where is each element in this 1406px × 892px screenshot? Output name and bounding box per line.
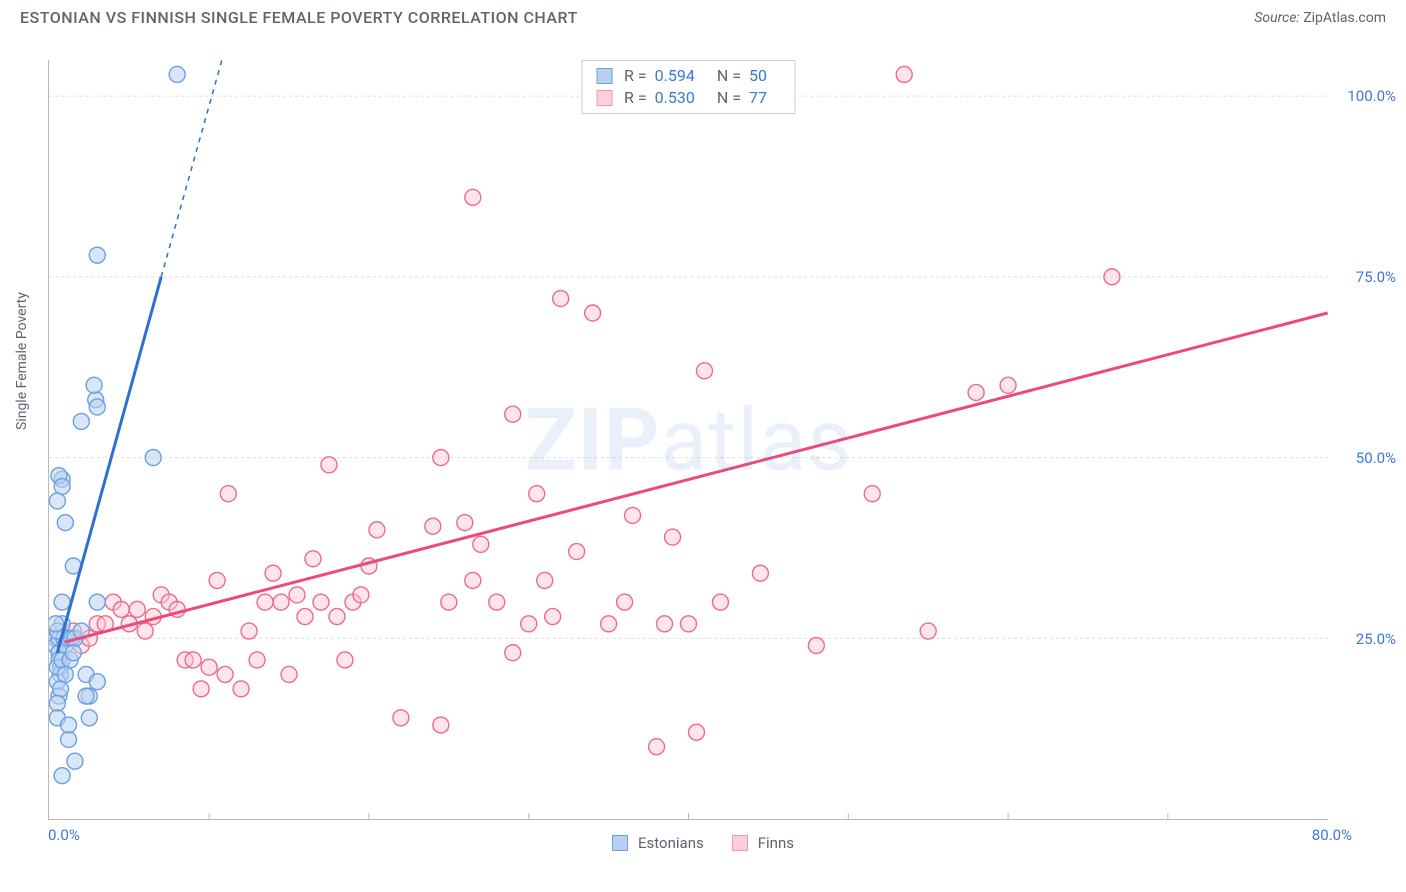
chart-container: ESTONIAN VS FINNISH SINGLE FEMALE POVERT… [0, 0, 1406, 892]
legend-r-label: R = [624, 87, 647, 109]
chart-title: ESTONIAN VS FINNISH SINGLE FEMALE POVERT… [20, 8, 578, 27]
header: ESTONIAN VS FINNISH SINGLE FEMALE POVERT… [0, 0, 1406, 31]
y-tick-label: 25.0% [1356, 630, 1396, 648]
legend-swatch [732, 835, 748, 851]
legend-row: R = 0.530 N = 77 [596, 87, 781, 109]
legend-item: Finns [732, 834, 794, 852]
scatter-svg [49, 60, 1328, 819]
legend-item-label: Estonians [638, 834, 704, 852]
y-tick-label: 75.0% [1356, 268, 1396, 286]
legend-r-label: R = [624, 65, 647, 87]
y-tick-label: 100.0% [1347, 87, 1396, 105]
plot-area: ZIPatlas R =0.594N =50R =0.530N =77 [48, 60, 1328, 820]
legend-item-label: Finns [758, 834, 794, 852]
legend-n-value: 50 [749, 65, 767, 87]
legend-r-value: 0.530 [655, 87, 695, 109]
series-legend: Estonians Finns [612, 834, 794, 852]
y-axis-label: Single Female Poverty [14, 292, 30, 430]
legend-r-value: 0.594 [655, 65, 695, 87]
x-origin-label: 0.0% [48, 826, 80, 844]
x-max-label: 80.0% [1312, 826, 1352, 844]
source-credit: Source: ZipAtlas.com [1254, 10, 1386, 26]
legend-n-label: N = [717, 87, 741, 109]
legend-row: R = 0.594 N = 50 [596, 65, 781, 87]
source-name: ZipAtlas.com [1300, 10, 1386, 26]
legend-swatch [612, 835, 628, 851]
source-label: Source: [1254, 10, 1299, 26]
legend-n-label: N = [717, 65, 741, 87]
y-tick-label: 50.0% [1356, 449, 1396, 467]
legend-item: Estonians [612, 834, 704, 852]
legend-swatch [596, 90, 612, 106]
legend-n-value: 77 [749, 87, 767, 109]
legend-swatch [596, 68, 612, 84]
correlation-legend: R = 0.594 N = 50 R = 0.530 N = 77 [581, 60, 796, 114]
